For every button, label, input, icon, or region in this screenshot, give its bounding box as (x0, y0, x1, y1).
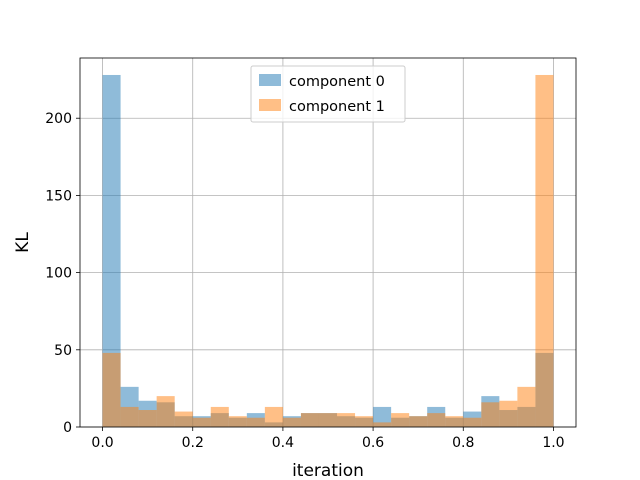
y-tick-label: 200 (45, 111, 72, 127)
x-tick-label: 0.8 (452, 435, 474, 451)
bar-series-1 (192, 417, 211, 427)
legend-swatch (259, 99, 281, 111)
bar-series-1 (445, 416, 464, 427)
y-axis-label: KL (13, 232, 33, 253)
bar-series-1 (156, 396, 175, 427)
x-tick-label: 0.0 (91, 435, 113, 451)
x-tick-label: 1.0 (542, 435, 564, 451)
x-axis-label: iteration (292, 461, 364, 480)
legend-box (250, 65, 406, 123)
bar-series-0 (373, 406, 392, 427)
bar-series-1 (463, 417, 482, 427)
y-tick-label: 0 (63, 420, 72, 436)
bar-series-1 (391, 413, 410, 427)
bar-series-1 (174, 411, 193, 427)
legend-label: component 0 (289, 74, 385, 90)
bar-series-1 (246, 417, 265, 427)
bar-series-1 (535, 74, 554, 427)
bar-series-1 (409, 416, 428, 427)
bar-series-1 (102, 352, 121, 427)
bar-series-1 (300, 413, 319, 427)
bar-series-1 (373, 422, 392, 427)
x-tick-label: 0.2 (182, 435, 204, 451)
bar-series-1 (355, 416, 374, 427)
axis-ticks: 0.0 0.2 0.4 0.6 0.8 1.0 0 50 100 150 200 (45, 111, 564, 451)
bar-series-1 (517, 386, 536, 427)
bar-series-1 (337, 413, 356, 427)
bars-layer (102, 74, 554, 427)
bar-series-1 (282, 417, 301, 427)
bar-series-1 (210, 406, 229, 427)
legend: component 0 component 1 (250, 65, 406, 123)
legend-swatch (259, 74, 281, 86)
plot-frame (79, 57, 577, 428)
y-tick-label: 150 (45, 188, 72, 204)
x-tick-label: 0.4 (272, 435, 294, 451)
legend-label: component 1 (289, 99, 385, 115)
bar-series-1 (228, 416, 247, 427)
bar-series-1 (481, 402, 500, 427)
y-tick-label: 100 (45, 266, 72, 282)
bar-series-0 (102, 74, 121, 427)
x-tick-label: 0.6 (362, 435, 384, 451)
bar-series-1 (499, 400, 518, 427)
bar-series-1 (318, 413, 338, 427)
y-tick-label: 50 (54, 343, 72, 359)
bar-series-1 (138, 410, 157, 427)
bar-series-1 (264, 406, 283, 427)
bar-series-1 (427, 413, 446, 427)
bar-series-1 (120, 406, 139, 427)
